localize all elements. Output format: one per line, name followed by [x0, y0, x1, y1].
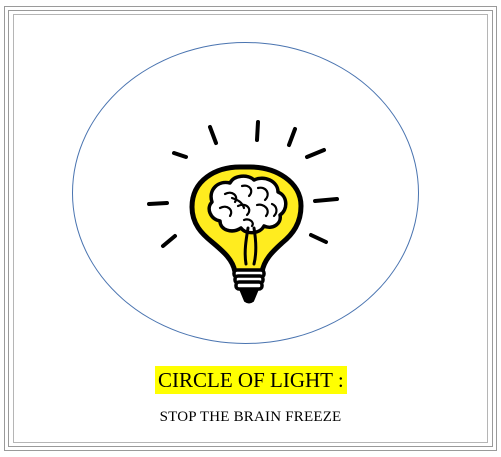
document-title: CIRCLE OF LIGHT :	[155, 366, 347, 394]
brain-icon	[207, 174, 288, 266]
page-border-inner	[13, 14, 488, 443]
circle-shape	[72, 42, 419, 344]
page-border-middle	[8, 10, 493, 447]
page-border-outer	[4, 6, 497, 451]
light-rays	[147, 120, 339, 248]
bulb-base	[232, 268, 266, 304]
lightbulb-brain-icon	[147, 120, 339, 304]
document-subtitle: STOP THE BRAIN FREEZE	[159, 409, 342, 425]
